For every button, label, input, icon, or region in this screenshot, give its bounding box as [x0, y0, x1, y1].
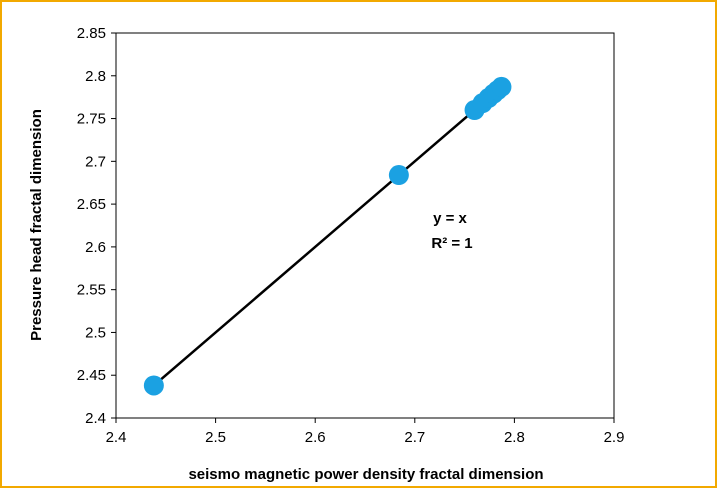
trendline — [153, 85, 503, 387]
y-tick-label: 2.65 — [77, 196, 106, 213]
equation-label: y = x — [433, 210, 467, 227]
x-tick-label: 2.7 — [404, 429, 425, 446]
data-point — [491, 76, 512, 97]
y-axis-title: Pressure head fractal dimension — [28, 109, 45, 341]
x-tick-label: 2.8 — [504, 429, 525, 446]
y-tick-label: 2.55 — [77, 282, 106, 299]
y-tick-label: 2.45 — [77, 367, 106, 384]
y-tick-label: 2.4 — [85, 410, 106, 427]
plot-area — [115, 32, 615, 419]
x-axis-ticks: 2.4 2.5 2.6 2.7 2.8 2.9 — [106, 418, 625, 446]
data-point — [388, 165, 409, 186]
data-point — [143, 375, 164, 396]
y-tick-label: 2.85 — [77, 25, 106, 42]
y-tick-label: 2.75 — [77, 111, 106, 128]
x-axis-title: seismo magnetic power density fractal di… — [188, 466, 543, 483]
data-points — [143, 76, 512, 396]
y-tick-label: 2.5 — [85, 324, 106, 341]
r-squared-label: R² = 1 — [431, 235, 472, 252]
y-tick-label: 2.8 — [85, 68, 106, 85]
x-tick-label: 2.6 — [305, 429, 326, 446]
x-tick-label: 2.5 — [205, 429, 226, 446]
x-tick-label: 2.4 — [106, 429, 127, 446]
x-tick-label: 2.9 — [604, 429, 625, 446]
y-axis-ticks: 2.4 2.45 2.5 2.55 2.6 2.65 2.7 2.75 2.8 2.85 — [77, 25, 116, 427]
y-tick-label: 2.7 — [85, 153, 106, 170]
y-tick-label: 2.6 — [85, 239, 106, 256]
